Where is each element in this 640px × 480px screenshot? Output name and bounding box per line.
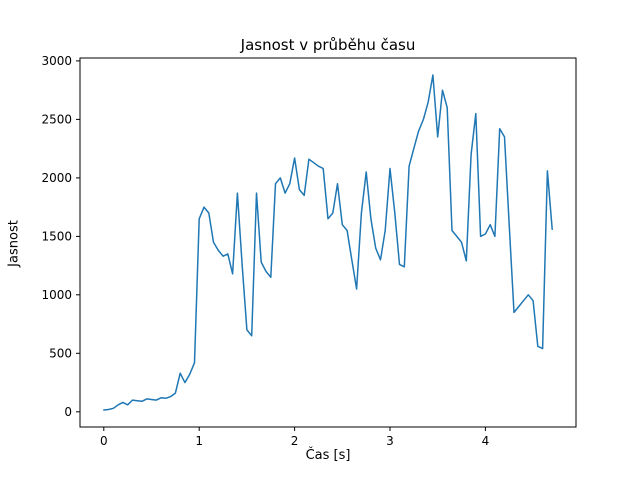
x-tick-label: 3: [386, 434, 394, 448]
y-axis-label: Jasnost: [6, 220, 22, 267]
chart-title: Jasnost v průběhu času: [240, 36, 416, 54]
y-tick-label: 1000: [41, 288, 72, 302]
x-tick-label: 1: [195, 434, 203, 448]
y-tick-label: 2000: [41, 171, 72, 185]
x-axis-label: Čas [s]: [305, 448, 351, 463]
y-tick-label: 1500: [41, 229, 72, 243]
y-tick-label: 2500: [41, 112, 72, 126]
plot-border: [79, 57, 577, 428]
x-tick-label: 0: [100, 434, 108, 448]
x-tick-label: 2: [291, 434, 299, 448]
y-tick-label: 3000: [41, 54, 72, 68]
y-tick-label: 500: [49, 346, 72, 360]
x-tick-label: 4: [482, 434, 490, 448]
y-tick-label: 0: [64, 405, 72, 419]
brightness-series-line: [103, 74, 553, 411]
